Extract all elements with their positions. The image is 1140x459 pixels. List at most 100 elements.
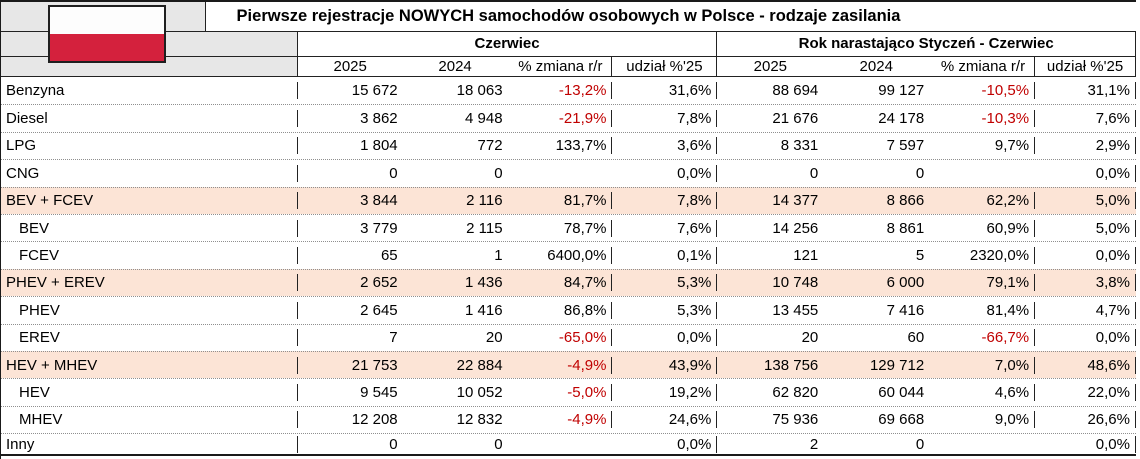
cell-ytd-2024: 69 668 [878,411,925,429]
row-label: MHEV [1,411,298,429]
cell-june-change: -4,9% [508,411,613,429]
column-header-june-share: udział %'25 [612,57,718,76]
cell-june-2024: 12 832 [456,411,503,429]
cell-june-2025: 65 [380,247,398,265]
cell-ytd-2024: 99 127 [878,82,925,100]
table-row: Inny 0 0 0,0% 2 0 0,0% [1,433,1136,457]
table-body: Benzyna 15 672 18 063 -13,2% 31,6% 88 694 99 1… [1,77,1136,457]
cell-june-change: 6400,0% [508,247,613,265]
row-label: LPG [1,137,298,155]
page-title: Pierwsze rejestracje NOWYCH samochodów o… [236,7,901,25]
cell-ytd-share: 5,0% [1035,219,1136,237]
cell-june-2025: 21 753 [351,356,398,374]
cell-ytd-2024: 8 861 [886,219,925,237]
table-row: PHEV + EREV 2 652 1 436 84,7% 5,3% 10 748 6 00… [1,268,1136,297]
column-header-june-2024: 2024 [438,58,472,75]
cell-june-2025: 0 [389,164,398,182]
cell-june-2025: 9 545 [360,383,398,401]
cell-ytd-change: -66,7% [929,329,1036,347]
cell-june-2025: 15 672 [351,82,398,100]
row-label: HEV [1,383,298,401]
cell-ytd-2024: 60 044 [878,383,925,401]
column-header-row: 2025 2024 % zmiana r/r udział %'25 2025 … [1,57,1136,77]
row-label: BEV + FCEV [1,192,298,210]
cell-june-2025: 0 [389,435,398,453]
column-header-ytd-share: udział %'25 [1035,57,1136,76]
column-header-june-change: % zmiana r/r [508,57,613,76]
cell-ytd-change: 7,0% [929,356,1036,374]
cell-ytd-2025: 14 256 [772,219,819,237]
cell-june-share: 5,3% [612,301,718,319]
cell-june-change: 78,7% [508,219,613,237]
cell-june-2024: 20 [485,329,503,347]
cell-june-change: 84,7% [508,274,613,292]
cell-june-change: 86,8% [508,301,613,319]
cell-june-change: -13,2% [508,82,613,100]
column-header-ytd-change: % zmiana r/r [929,57,1036,76]
cell-ytd-change: -10,3% [929,110,1036,128]
cell-june-2025: 3 779 [360,219,398,237]
cell-ytd-change: 62,2% [929,192,1036,210]
cell-june-change: -5,0% [508,383,613,401]
cell-ytd-share: 48,6% [1035,356,1136,374]
cell-june-change: 81,7% [508,192,613,210]
table-row: BEV 3 779 2 115 78,7% 7,6% 14 256 8 861 60,9% 5,… [1,213,1136,241]
cell-june-2024: 4 948 [465,110,503,128]
cell-ytd-2025: 121 [793,247,819,265]
cell-ytd-2024: 8 866 [886,192,925,210]
cell-june-2024: 0 [494,435,503,453]
row-label: CNG [1,164,298,182]
cell-ytd-2024: 0 [915,435,925,453]
table-row: Diesel 3 862 4 948 -21,9% 7,8% 21 676 24 178 -1… [1,104,1136,131]
poland-flag-icon [48,5,166,63]
table-row: HEV 9 545 10 052 -5,0% 19,2% 62 820 60 044 4,6%… [1,378,1136,405]
column-header-ytd-2025: 2025 [753,58,788,75]
cell-june-share: 0,1% [612,247,718,265]
cell-ytd-change: 4,6% [929,383,1036,401]
cell-june-share: 5,3% [612,274,718,292]
cell-june-2024: 2 115 [466,219,503,237]
table-row: Benzyna 15 672 18 063 -13,2% 31,6% 88 694 99 1… [1,77,1136,104]
row-label: EREV [1,329,298,347]
cell-june-2025: 12 208 [351,411,398,429]
cell-june-share: 0,0% [612,164,718,182]
cell-june-change: 133,7% [508,137,613,155]
row-label: HEV + MHEV [1,356,298,374]
cell-june-2025: 3 862 [360,110,398,128]
cell-ytd-share: 22,0% [1035,383,1136,401]
cell-ytd-share: 0,0% [1035,247,1136,265]
cell-ytd-2025: 88 694 [772,82,819,100]
column-group-ytd: Rok narastająco Styczeń - Czerwiec [717,32,1136,56]
cell-ytd-share: 7,6% [1035,110,1136,128]
cell-ytd-change: -10,5% [929,82,1036,100]
cell-june-2025: 7 [389,329,398,347]
cell-ytd-share: 5,0% [1035,192,1136,210]
cell-ytd-2024: 6 000 [886,274,925,292]
cell-ytd-share: 0,0% [1035,435,1136,453]
cell-ytd-change: 81,4% [929,301,1036,319]
cell-june-share: 7,8% [612,192,718,210]
column-header-june-2025: 2025 [333,58,367,75]
cell-june-2024: 1 416 [465,301,503,319]
cell-ytd-2024: 129 712 [869,356,925,374]
cell-ytd-2024: 24 178 [878,110,925,128]
cell-june-share: 31,6% [612,82,718,100]
cell-june-share: 0,0% [612,329,718,347]
table-row: HEV + MHEV 21 753 22 884 -4,9% 43,9% 138 756 1… [1,350,1136,379]
table-row: PHEV 2 645 1 416 86,8% 5,3% 13 455 7 416 81,4% 4… [1,296,1136,323]
cell-ytd-share: 3,8% [1035,274,1136,292]
table-row: FCEV 65 1 6400,0% 0,1% 121 5 2320,0% 0,0% [1,241,1136,268]
cell-june-share: 7,8% [612,110,718,128]
cell-june-2025: 1 804 [360,137,398,155]
cell-june-2025: 3 844 [360,192,398,210]
cell-ytd-2025: 2 [809,435,819,453]
row-label: Inny [1,435,298,453]
cell-june-2024: 1 436 [465,274,503,292]
cell-june-2024: 22 884 [456,356,503,374]
column-group-header-row: Czerwiec Rok narastająco Styczeń - Czerw… [1,32,1136,57]
cell-june-share: 43,9% [612,356,718,374]
cell-ytd-2024: 7 416 [886,301,925,319]
cell-ytd-2024: 60 [907,329,925,347]
table-row: LPG 1 804 772 133,7% 3,6% 8 331 7 597 9,7% 2,9% [1,131,1136,159]
